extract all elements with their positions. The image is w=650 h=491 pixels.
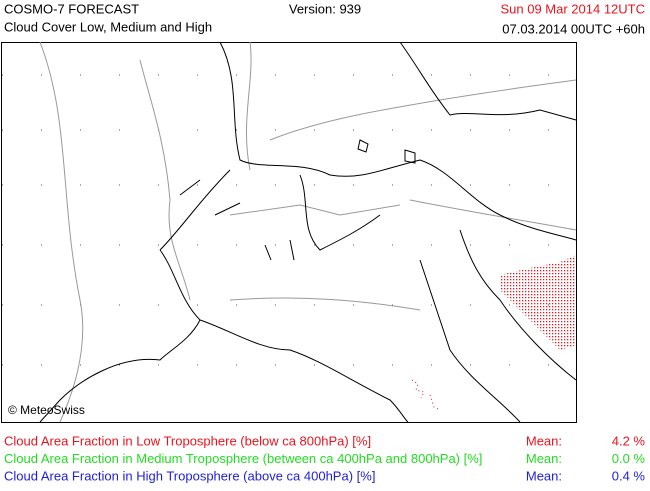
legend-label: Cloud Area Fraction in Low Troposphere (… [4,433,371,448]
legend: Cloud Area Fraction in Low Troposphere (… [4,433,645,483]
map-frame [1,42,577,423]
legend-label: Cloud Area Fraction in High Troposphere … [4,468,375,483]
low-cloud-area [500,255,576,350]
valid-time: Sun 09 Mar 2014 12UTC [500,1,645,16]
mean-label: Mean: [526,468,562,483]
mean-value: 0.0 % [612,451,646,466]
credit: © MeteoSwiss [8,403,85,417]
mean-value: 4.2 % [612,433,646,448]
mean-label: Mean: [526,433,562,448]
legend-label: Cloud Area Fraction in Medium Tropospher… [4,451,482,466]
version: Version: 939 [289,1,361,16]
run-time: 07.03.2014 00UTC +60h [502,21,645,36]
mean-label: Mean: [526,451,562,466]
rivers [39,41,577,423]
product-title: Cloud Cover Low, Medium and High [4,19,212,34]
map: © MeteoSwiss [1,41,577,423]
mean-value: 0.4 % [612,468,646,483]
low-cloud-spots [411,379,441,411]
model-title: COSMO-7 FORECAST [4,1,139,16]
borders [39,41,577,423]
